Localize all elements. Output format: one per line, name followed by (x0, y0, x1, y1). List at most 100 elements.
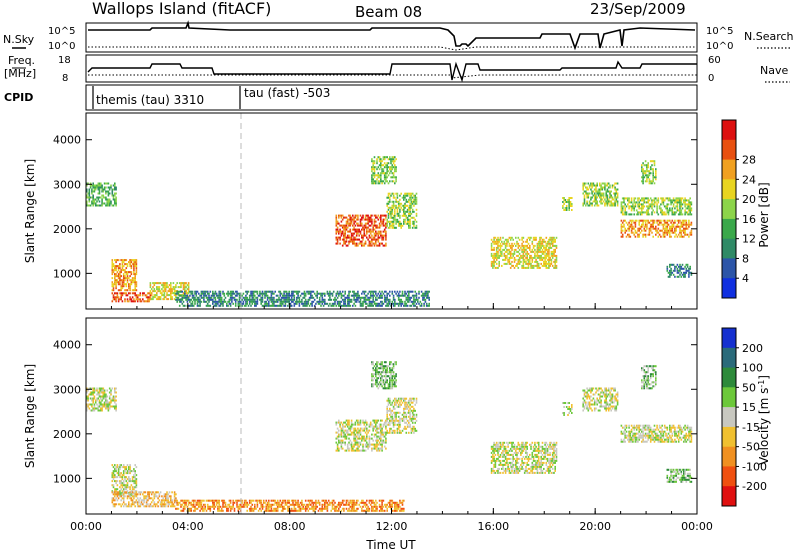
echo-cell (607, 195, 609, 197)
echo-cell (323, 305, 325, 307)
echo-cell (393, 297, 395, 299)
echo-cell (512, 239, 514, 241)
echo-cell (129, 495, 131, 497)
echo-cell (655, 168, 657, 170)
echo-cell (122, 294, 124, 296)
echo-cell (170, 495, 172, 497)
echo-cell (411, 305, 413, 307)
echo-cell (686, 272, 688, 274)
echo-cell (642, 180, 644, 182)
echo-cell (645, 160, 647, 162)
echo-cell (268, 500, 270, 502)
echo-cell (596, 185, 598, 187)
echo-cell (603, 195, 605, 197)
echo-cell (376, 160, 378, 162)
echo-cell (408, 201, 410, 203)
echo-cell (650, 166, 652, 168)
echo-cell (548, 253, 550, 255)
echo-cell (667, 270, 669, 272)
echo-cell (596, 203, 598, 205)
echo-cell (398, 305, 400, 307)
echo-cell (532, 249, 534, 251)
echo-cell (380, 178, 382, 180)
echo-cell (497, 251, 499, 253)
echo-cell (235, 303, 237, 305)
echo-cell (356, 510, 358, 512)
echo-cell (365, 297, 367, 299)
echo-cell (353, 233, 355, 235)
echo-cell (631, 209, 633, 211)
echo-cell (686, 226, 688, 228)
echo-cell (674, 276, 676, 278)
echo-cell (366, 233, 368, 235)
echo-cell (123, 281, 125, 283)
echo-cell (324, 301, 326, 303)
echo-cell (136, 267, 138, 269)
echo-cell (599, 191, 601, 193)
echo-cell (642, 168, 644, 170)
echo-cell (375, 235, 377, 237)
echo-cell (681, 272, 683, 274)
echo-cell (94, 396, 96, 398)
echo-cell (361, 225, 363, 227)
echo-cell (493, 249, 495, 251)
echo-cell (336, 225, 338, 227)
echo-cell (132, 478, 134, 480)
echo-cell (115, 404, 117, 406)
echo-cell (106, 396, 108, 398)
echo-cell (388, 174, 390, 176)
echo-cell (344, 299, 346, 301)
echo-cell (365, 502, 367, 504)
echo-cell (386, 295, 388, 297)
echo-cell (642, 162, 644, 164)
echo-cell (154, 284, 156, 286)
echo-cell (393, 158, 395, 160)
echo-cell (402, 225, 404, 227)
echo-cell (174, 288, 176, 290)
echo-cell (294, 299, 296, 301)
echo-cell (263, 500, 265, 502)
echo-cell (356, 502, 358, 504)
echo-cell (112, 388, 114, 390)
echo-cell (565, 199, 567, 201)
echo-cell (170, 497, 172, 499)
echo-cell (588, 197, 590, 199)
echo-cell (204, 508, 206, 510)
echo-cell (119, 277, 121, 279)
echo-cell (366, 229, 368, 231)
echo-cell (628, 222, 630, 224)
echo-cell (624, 232, 626, 234)
echo-cell (677, 236, 679, 238)
echo-cell (127, 263, 129, 265)
echo-cell (616, 191, 618, 193)
echo-cell (376, 217, 378, 219)
echo-cell (128, 476, 130, 478)
echo-cell (260, 510, 262, 512)
echo-cell (511, 257, 513, 259)
echo-cell (234, 502, 236, 504)
echo-cell (126, 491, 128, 493)
echo-cell (262, 301, 264, 303)
echo-cell (608, 203, 610, 205)
echo-cell (127, 482, 129, 484)
echo-cell (376, 162, 378, 164)
echo-cell (654, 203, 656, 205)
echo-cell (171, 296, 173, 298)
echo-cell (115, 205, 117, 207)
echo-cell (152, 499, 154, 501)
echo-cell (614, 205, 616, 207)
echo-cell (632, 232, 634, 234)
echo-cell (399, 215, 401, 217)
echo-cell (600, 201, 602, 203)
echo-cell (400, 227, 402, 229)
echo-cell (316, 297, 318, 299)
echo-cell (688, 226, 690, 228)
echo-cell (246, 510, 248, 512)
echo-cell (311, 303, 313, 305)
echo-cell (679, 264, 681, 266)
echo-cell (689, 205, 691, 207)
echo-cell (278, 502, 280, 504)
echo-cell (124, 495, 126, 497)
echo-cell (632, 220, 634, 222)
echo-cell (136, 283, 138, 285)
